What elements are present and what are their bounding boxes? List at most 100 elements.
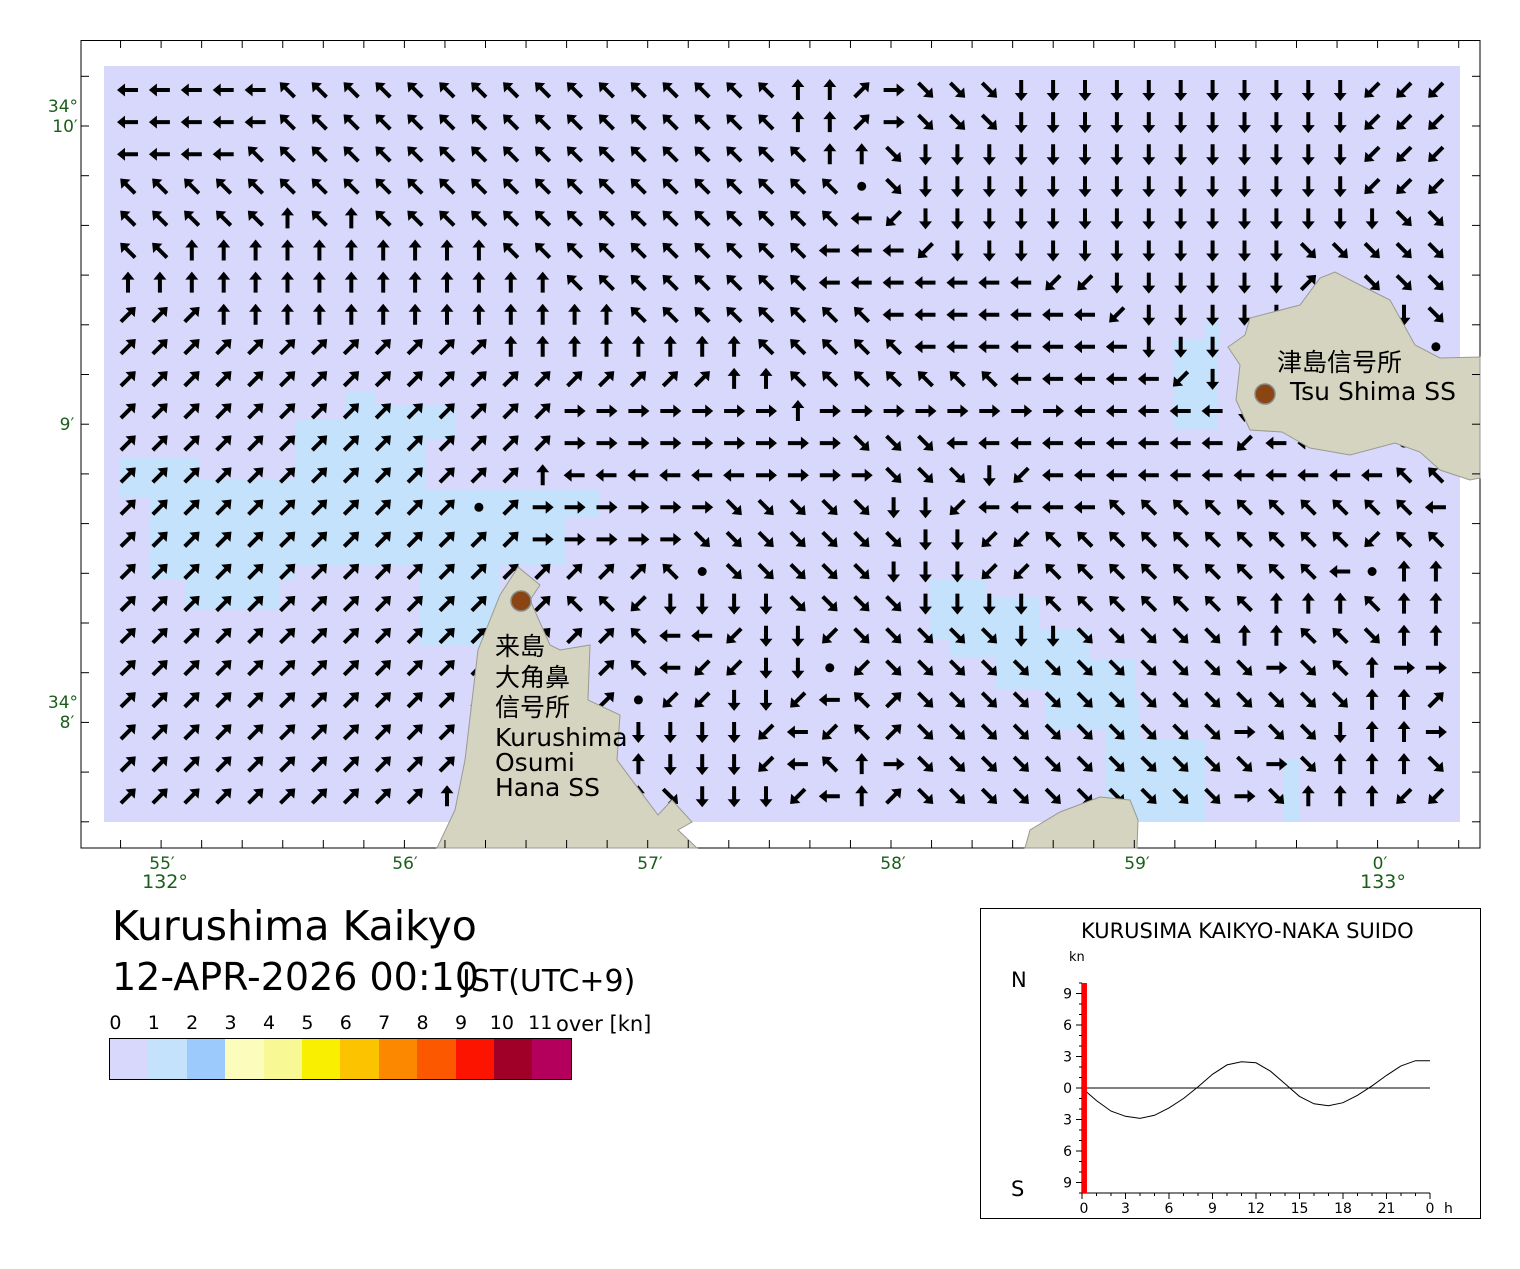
current-arrow	[215, 692, 232, 709]
current-arrow	[982, 144, 996, 166]
current-arrow	[1397, 560, 1411, 582]
current-arrow	[247, 756, 264, 773]
current-arrow	[949, 371, 966, 388]
current-arrow	[1074, 404, 1095, 418]
current-arrow	[883, 83, 905, 97]
current-arrow	[215, 627, 232, 645]
x-tick-label: 12	[1247, 1201, 1265, 1217]
current-arrow	[151, 563, 168, 580]
current-arrow	[281, 207, 294, 229]
current-arrow	[919, 176, 932, 198]
current-arrow	[695, 786, 709, 808]
current-arrow	[1172, 531, 1190, 548]
current-arrow	[534, 210, 552, 227]
current-arrow	[1397, 753, 1411, 775]
current-arrow	[661, 371, 679, 388]
current-arrow	[374, 788, 391, 805]
current-arrow	[1396, 113, 1413, 130]
current-arrow	[1046, 112, 1060, 134]
current-arrow	[249, 239, 263, 261]
current-arrow	[119, 595, 136, 613]
current-arrow	[1201, 404, 1223, 418]
station-marker-kurushima[interactable]	[510, 590, 532, 612]
current-arrow	[1010, 276, 1032, 290]
current-arrow	[1012, 659, 1029, 676]
current-arrow	[1109, 595, 1126, 613]
current-arrow	[1042, 436, 1064, 450]
current-arrow	[855, 753, 869, 775]
current-arrow	[1014, 80, 1028, 101]
current-arrow	[851, 404, 873, 418]
station-name-line: 津島信号所	[1277, 348, 1402, 377]
current-arrow	[981, 563, 998, 580]
current-arrow	[789, 498, 806, 516]
current-arrow	[151, 531, 168, 548]
current-arrow	[630, 306, 647, 324]
current-arrow	[470, 371, 487, 388]
current-arrow	[946, 340, 968, 354]
current-arrow	[694, 242, 711, 259]
current-arrow	[1172, 595, 1190, 613]
legend-swatch	[378, 1039, 418, 1079]
current-arrow	[1363, 242, 1380, 259]
current-arrow	[439, 178, 456, 195]
current-arrow	[1238, 80, 1251, 101]
current-arrow	[1140, 627, 1157, 644]
current-arrow	[1140, 659, 1157, 676]
current-arrow	[1172, 370, 1190, 387]
current-arrow	[119, 724, 136, 741]
current-arrow	[1206, 368, 1220, 390]
current-arrow	[1234, 789, 1256, 803]
current-arrow	[1014, 112, 1028, 134]
current-arrow	[853, 114, 870, 131]
current-arrow	[662, 146, 679, 163]
current-arrow	[982, 176, 996, 198]
current-arrow	[279, 339, 296, 356]
current-arrow	[151, 724, 168, 741]
current-arrow	[312, 303, 326, 325]
current-arrow	[915, 404, 937, 418]
current-arrow	[1174, 80, 1188, 101]
current-arrow	[822, 339, 839, 356]
current-arrow	[882, 276, 904, 290]
current-arrow	[1010, 500, 1032, 514]
current-arrow	[1140, 755, 1157, 772]
current-arrow	[694, 274, 711, 292]
current-arrow	[630, 114, 647, 131]
station-marker-tsushima[interactable]	[1254, 383, 1276, 405]
current-arrow	[1010, 340, 1032, 354]
current-arrow	[758, 723, 775, 740]
lon-label: 56′	[392, 854, 418, 874]
current-arrow	[1364, 145, 1381, 162]
current-arrow	[215, 178, 233, 195]
y-tick-label: 0	[1063, 1081, 1072, 1097]
current-arrow	[117, 83, 138, 97]
current-arrow	[917, 691, 934, 708]
legend-swatch	[186, 1039, 226, 1079]
current-arrow	[727, 754, 741, 776]
current-arrow	[726, 178, 743, 195]
current-arrow	[406, 627, 423, 645]
current-arrow	[183, 724, 200, 741]
current-arrow	[919, 208, 932, 230]
current-arrow	[822, 723, 839, 740]
current-arrow	[980, 659, 998, 676]
current-arrow	[885, 724, 902, 741]
current-arrow	[1044, 691, 1061, 708]
current-arrow	[1076, 787, 1093, 804]
current-arrow	[1074, 436, 1095, 450]
current-arrow	[376, 239, 390, 261]
current-arrow	[853, 82, 870, 99]
current-arrow	[791, 400, 805, 421]
current-arrow	[244, 115, 266, 129]
legend-swatch	[417, 1039, 456, 1079]
current-arrow	[980, 755, 998, 772]
current-arrow	[119, 788, 136, 805]
current-arrow	[725, 563, 742, 580]
current-arrow	[1042, 308, 1064, 322]
current-arrow	[279, 660, 296, 677]
current-arrow	[725, 498, 742, 516]
current-arrow	[1300, 531, 1317, 548]
current-arrow	[1269, 624, 1283, 646]
current-arrow	[791, 111, 805, 133]
